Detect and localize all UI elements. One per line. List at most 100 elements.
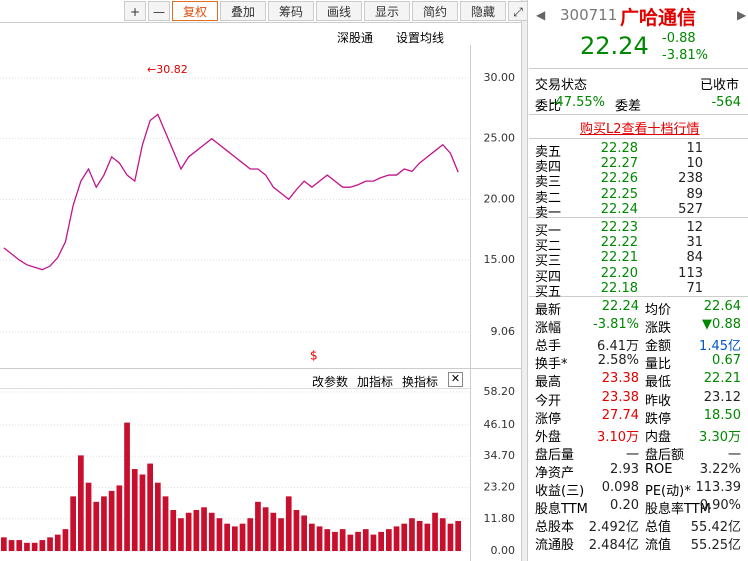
prev-arrow[interactable]: ◀ bbox=[536, 8, 546, 22]
book-label: 买四 bbox=[535, 269, 562, 285]
divider bbox=[529, 114, 748, 115]
stat-value: 27.74 bbox=[601, 407, 639, 423]
stat-value: 22.64 bbox=[703, 299, 741, 314]
volume-bar bbox=[247, 518, 254, 551]
stat-value: 0.20 bbox=[610, 498, 639, 514]
volume-bar bbox=[447, 523, 454, 551]
toolbar-button[interactable]: 隐藏 bbox=[460, 1, 506, 21]
stat-value: 18.50 bbox=[703, 407, 741, 423]
toolbar-button[interactable]: 显示 bbox=[364, 1, 410, 21]
toolbar-button[interactable]: 叠加 bbox=[220, 1, 266, 21]
volume-bar bbox=[93, 501, 100, 551]
stat-value: 55.25亿 bbox=[690, 538, 741, 554]
book-price: 22.26 bbox=[600, 171, 638, 187]
stock-name: 广哈通信 bbox=[620, 7, 697, 29]
stat-value: 0.098 bbox=[601, 480, 639, 495]
volume-bar bbox=[285, 496, 292, 551]
stat-label: PE(动)* bbox=[645, 484, 691, 499]
y-tick-label: 25.00 bbox=[484, 132, 516, 145]
stat-label: 涨幅 bbox=[535, 321, 562, 337]
volume-bar bbox=[270, 512, 277, 551]
percent: -3.81% bbox=[662, 48, 708, 63]
stat-label: 流值 bbox=[645, 538, 672, 554]
volume-bar bbox=[131, 469, 138, 551]
y-tick-label: 58.20 bbox=[484, 385, 516, 398]
link[interactable]: 换指标 bbox=[402, 375, 439, 389]
l2-link[interactable]: 购买L2查看十档行情 bbox=[580, 122, 700, 137]
volume-bar bbox=[1, 537, 7, 551]
toolbar-button[interactable]: 筹码 bbox=[268, 1, 314, 21]
book-label: 卖一 bbox=[535, 205, 562, 221]
volume-bar bbox=[424, 523, 431, 551]
y-tick-label: 9.06 bbox=[491, 325, 516, 338]
stat-label: 总值 bbox=[645, 520, 672, 536]
volume-bar bbox=[62, 529, 69, 551]
stat-value: 2.58% bbox=[597, 353, 639, 369]
volume-bar bbox=[70, 496, 76, 551]
stat-label: 股息TTM bbox=[535, 502, 588, 518]
stat-label: 总手 bbox=[535, 339, 562, 355]
book-label: 卖四 bbox=[535, 160, 562, 176]
stat-value: 2.492亿 bbox=[588, 520, 639, 536]
toolbar-button[interactable]: 画线 bbox=[316, 1, 362, 21]
book-price: 22.23 bbox=[600, 220, 638, 235]
volume-bar bbox=[416, 520, 423, 551]
book-price: 22.25 bbox=[600, 186, 638, 202]
book-price: 22.24 bbox=[600, 201, 638, 217]
stat-value: 22.24 bbox=[601, 299, 639, 314]
link[interactable]: 改参数 bbox=[312, 375, 349, 389]
y-tick-label: 46.10 bbox=[484, 418, 516, 431]
book-price: 22.22 bbox=[600, 235, 638, 251]
stat-label: 股息率TTM bbox=[645, 502, 711, 518]
volume-bar bbox=[116, 485, 123, 551]
close-button[interactable]: ✕ bbox=[448, 372, 463, 387]
book-volume: 31 bbox=[686, 235, 703, 251]
stat-value: 3.30万 bbox=[699, 429, 741, 445]
book-price: 22.27 bbox=[600, 156, 638, 172]
stat-value: 一 bbox=[727, 447, 741, 463]
y-tick-label: 15.00 bbox=[484, 253, 516, 266]
y-tick-label: 0.00 bbox=[491, 544, 516, 557]
volume-bar bbox=[178, 518, 184, 551]
ratio-value: -47.55% bbox=[550, 95, 605, 110]
stat-label: 最高 bbox=[535, 375, 562, 391]
divider bbox=[529, 138, 748, 139]
link[interactable]: 加指标 bbox=[357, 375, 394, 389]
stat-value: 0.67 bbox=[712, 353, 741, 369]
toolbar-button[interactable]: 简约 bbox=[412, 1, 458, 21]
book-volume: 12 bbox=[686, 220, 703, 235]
volume-bar bbox=[378, 531, 384, 551]
toolbar-button[interactable]: 复权 bbox=[172, 1, 218, 21]
volume-bar bbox=[239, 523, 246, 551]
volume-bar bbox=[208, 512, 215, 551]
book-label: 卖五 bbox=[535, 145, 562, 160]
book-label: 买一 bbox=[535, 224, 562, 239]
toolbar-button[interactable]: — bbox=[148, 1, 170, 21]
stat-value: 一 bbox=[625, 447, 639, 463]
expand-button[interactable]: ⤢ bbox=[508, 1, 528, 21]
stat-label: ROE bbox=[645, 461, 673, 477]
volume-bar bbox=[362, 529, 369, 551]
stat-value: 23.12 bbox=[703, 389, 741, 405]
chart-area: $ 30.00 25.00 20.00 15.00 9.06 58.20 46.10 34.7… bbox=[0, 22, 521, 561]
volume-bar bbox=[147, 463, 153, 551]
link[interactable]: 设置均线 bbox=[396, 31, 445, 45]
book-volume: 238 bbox=[678, 171, 703, 187]
volume-bar bbox=[309, 523, 315, 551]
book-label: 卖三 bbox=[535, 175, 562, 191]
link[interactable]: 深股通 bbox=[337, 31, 374, 45]
max-value: 30.82 bbox=[156, 63, 188, 76]
y-tick-label: 20.00 bbox=[484, 192, 516, 205]
stat-value: 3.10万 bbox=[597, 429, 639, 445]
book-price: 22.18 bbox=[600, 280, 638, 296]
volume-bar bbox=[170, 510, 177, 551]
book-volume: 11 bbox=[686, 141, 703, 156]
volume-bar bbox=[262, 507, 269, 551]
toolbar-button[interactable]: + bbox=[124, 1, 146, 21]
stat-label: 换手* bbox=[535, 357, 568, 373]
splitter[interactable] bbox=[521, 0, 528, 561]
volume-bar bbox=[124, 422, 130, 551]
marker: $ bbox=[310, 349, 318, 363]
price: 22.24 bbox=[580, 32, 649, 60]
next-arrow[interactable]: ▶ bbox=[737, 8, 747, 22]
